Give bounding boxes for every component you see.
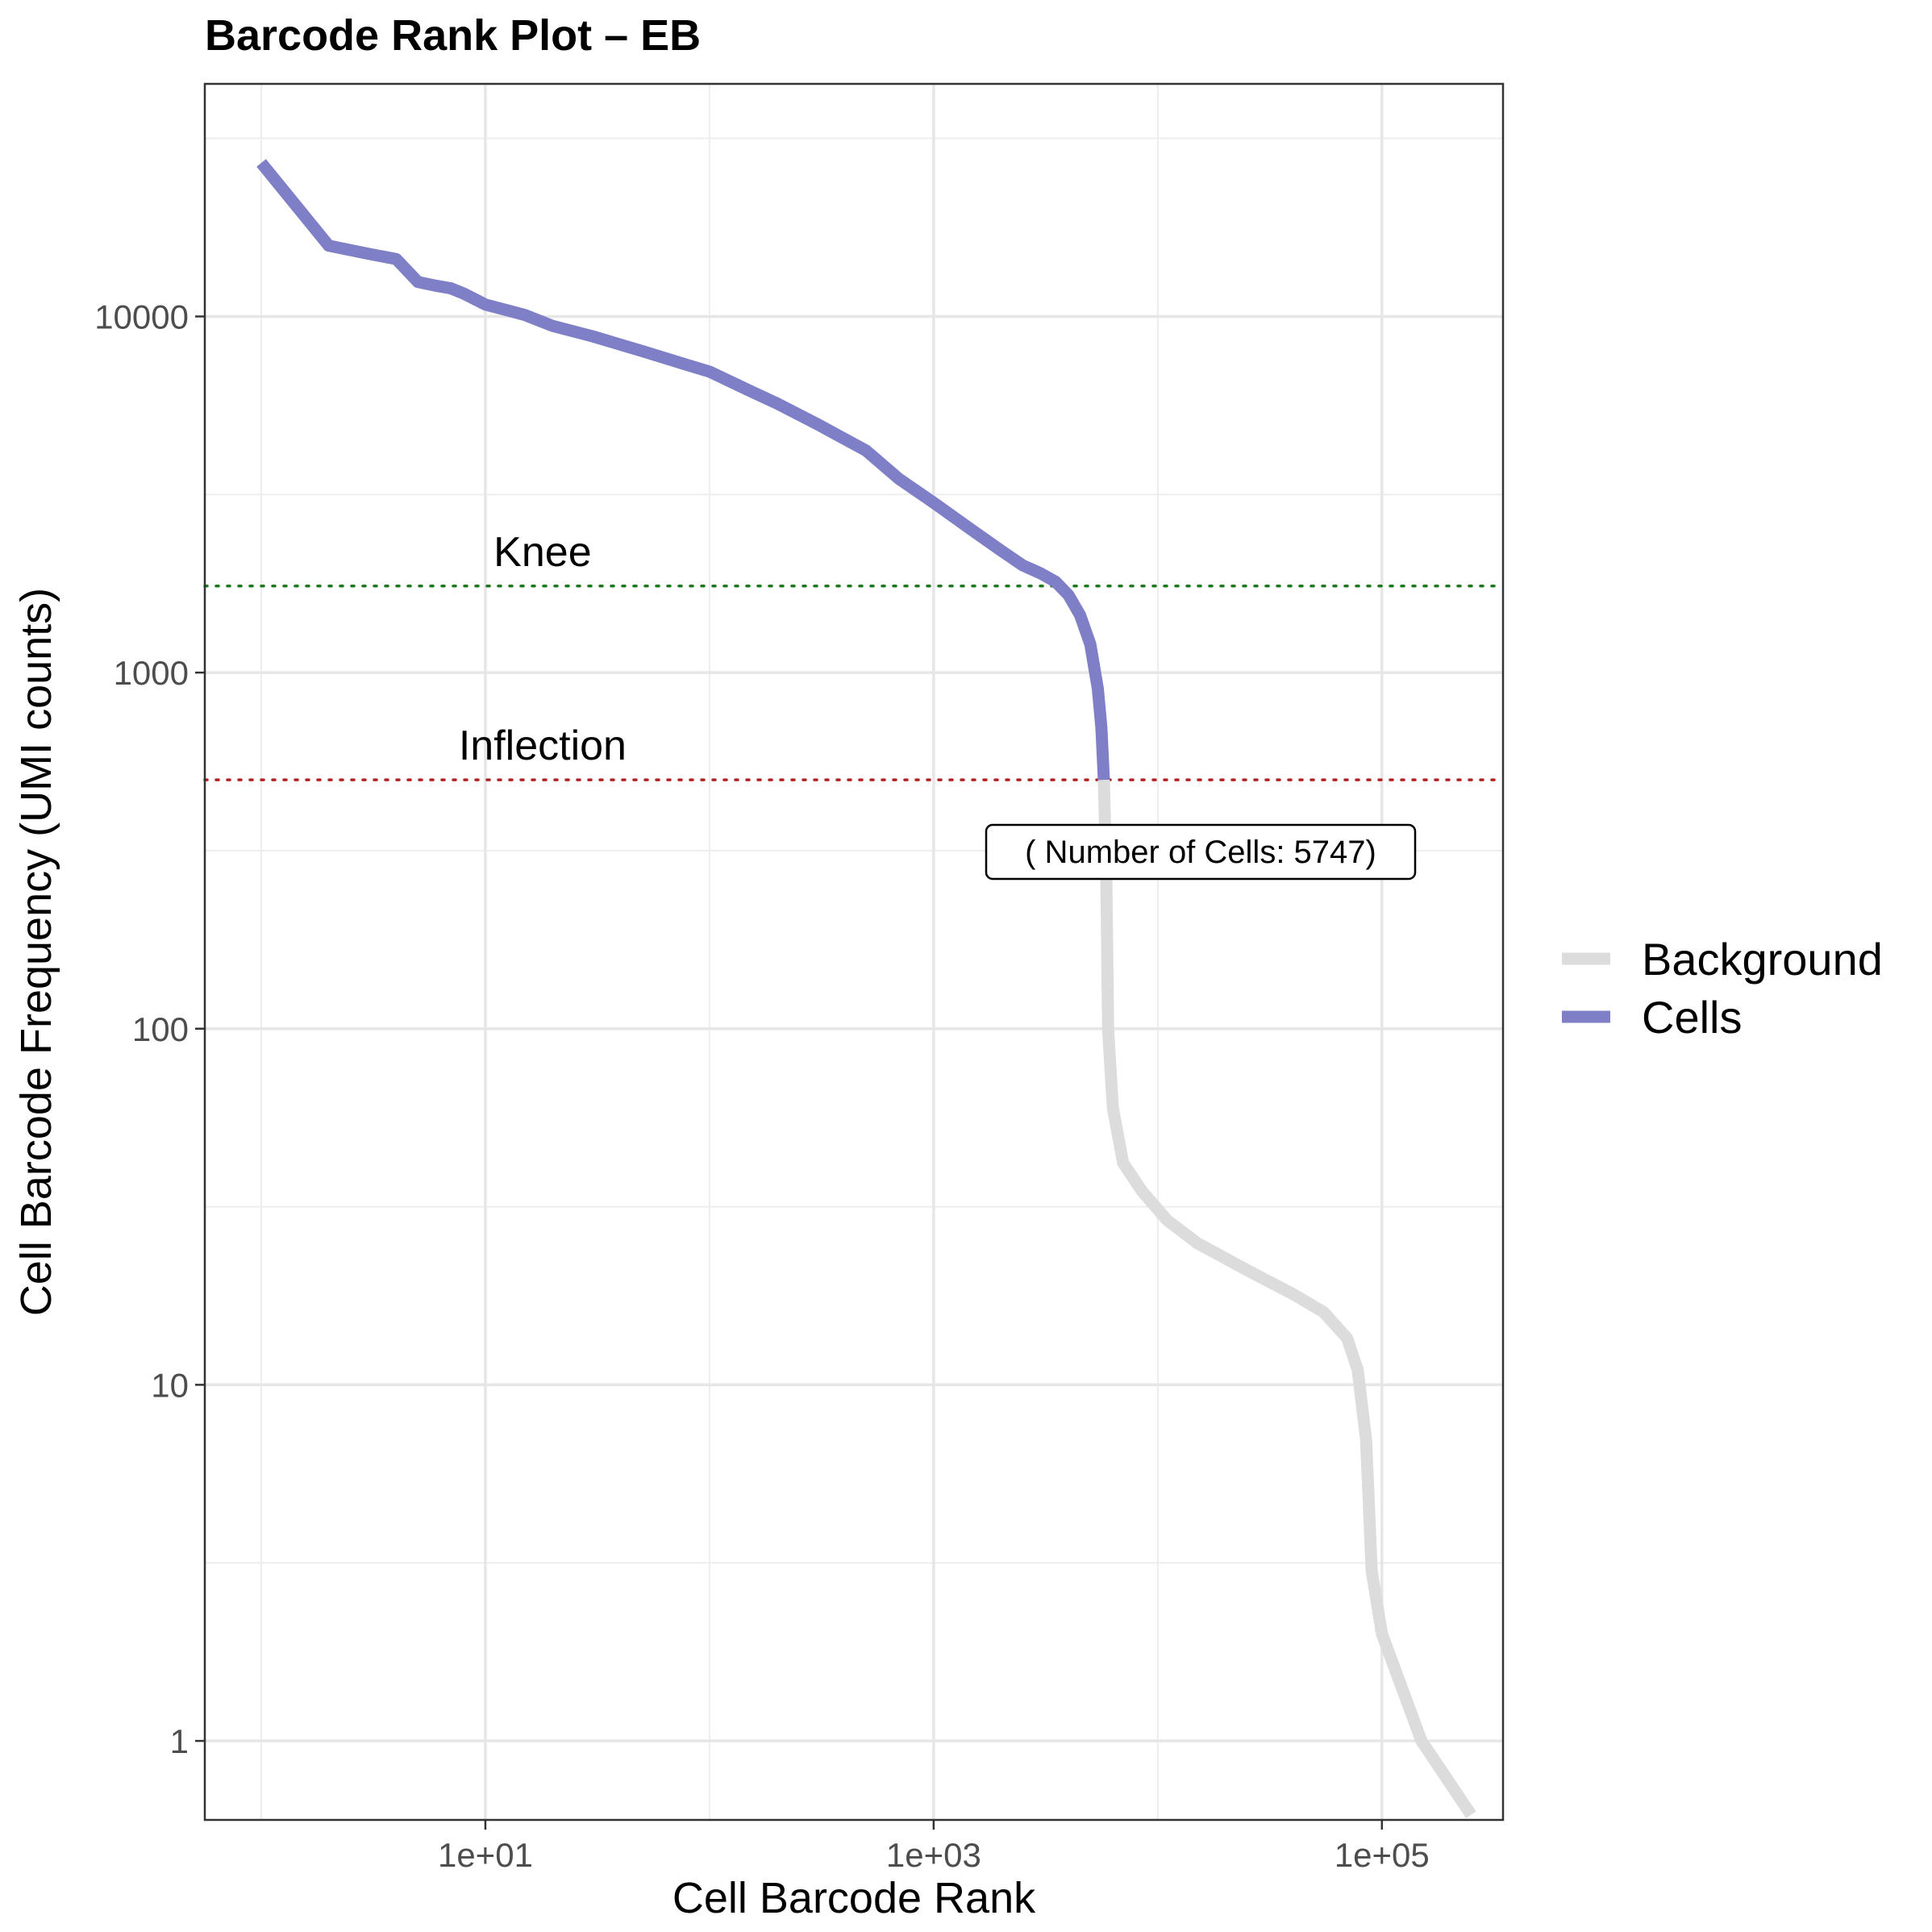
y-axis-title: Cell Barcode Frequency (UMI counts) — [12, 588, 60, 1316]
series-lines — [256, 159, 1476, 1818]
x-axis-ticks: 1e+01 1e+03 1e+05 — [438, 1820, 1430, 1874]
y-tick-label: 100 — [132, 1010, 189, 1048]
y-tick-label: 10 — [151, 1366, 189, 1404]
reference-lines — [203, 585, 1505, 781]
legend: Background Cells — [1562, 934, 1883, 1043]
plot-panel-background — [205, 84, 1503, 1820]
legend-label: Background — [1642, 934, 1883, 985]
grid-lines — [205, 84, 1503, 1820]
inflection-label: Inflection — [459, 722, 627, 769]
legend-label: Cells — [1642, 992, 1742, 1043]
legend-item-background: Background — [1562, 934, 1883, 985]
number-of-cells-text: ( Number of Cells: 5747) — [1025, 835, 1376, 870]
number-of-cells-label: ( Number of Cells: 5747) — [985, 823, 1417, 881]
x-axis-title: Cell Barcode Rank — [672, 1874, 1036, 1922]
y-tick-label: 1 — [170, 1722, 189, 1760]
series-cells — [256, 159, 1110, 781]
y-axis-ticks: 1 10 100 1000 10000 — [94, 298, 205, 1760]
series-background — [1097, 779, 1476, 1818]
y-tick-label: 1000 — [114, 654, 189, 692]
y-tick-label: 10000 — [94, 298, 189, 335]
legend-item-cells: Cells — [1562, 992, 1742, 1043]
x-tick-label: 1e+05 — [1334, 1836, 1430, 1874]
chart-title: Barcode Rank Plot – EB — [205, 11, 701, 60]
plot-panel-border — [203, 82, 1505, 1822]
x-tick-label: 1e+01 — [438, 1836, 533, 1874]
x-tick-label: 1e+03 — [886, 1836, 981, 1874]
knee-label: Knee — [493, 529, 591, 576]
number-of-cells-box — [985, 823, 1417, 881]
